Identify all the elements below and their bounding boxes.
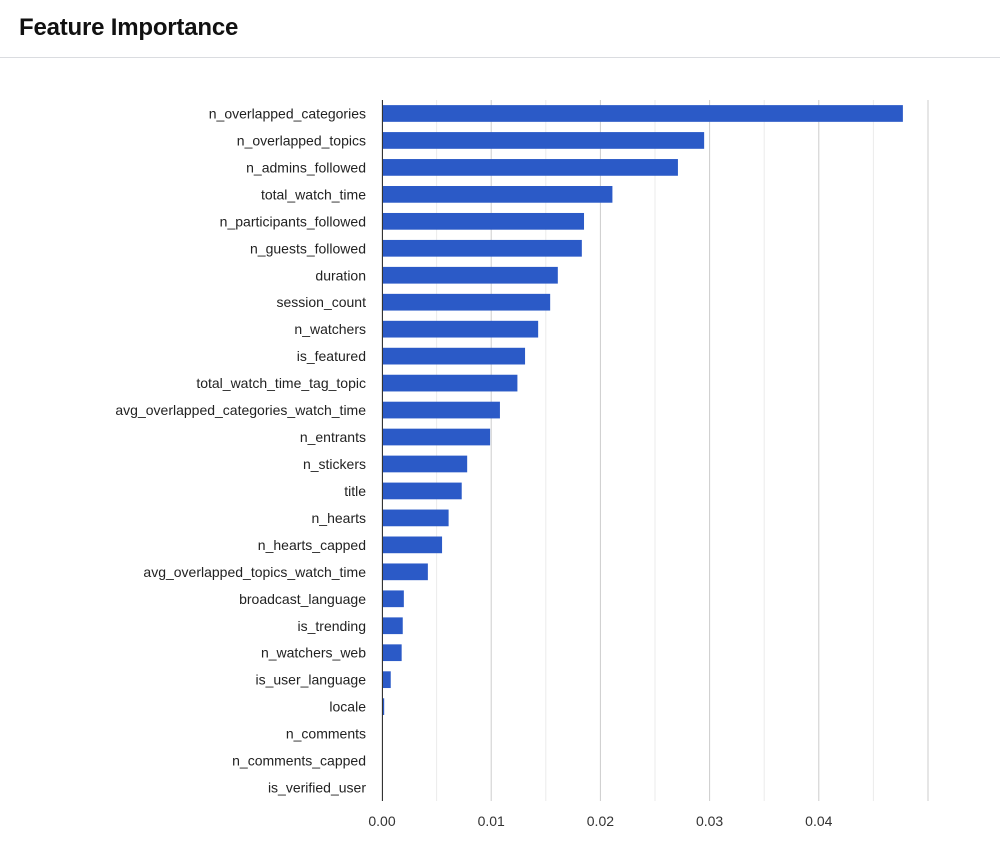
bar-n-overlapped-categories [382, 105, 903, 122]
x-tick-label: 0.01 [478, 813, 505, 829]
bar-n-participants-followed [382, 212, 585, 230]
x-tick-label: 0.04 [805, 813, 832, 829]
bar-n-hearts-capped [382, 536, 443, 554]
category-label: locale [329, 699, 366, 715]
bar-avg-overlapped-categories-watch-time [382, 401, 500, 419]
category-label: is_user_language [255, 672, 366, 688]
category-label: broadcast_language [239, 591, 366, 607]
category-labels: n_overlapped_categories n_overlapped_topi… [115, 105, 366, 795]
category-label: n_admins_followed [246, 159, 366, 175]
category-label: n_hearts_capped [258, 537, 366, 553]
bar-n-stickers [382, 455, 468, 473]
chart-header: Feature Importance [0, 0, 1000, 58]
category-label: n_guests_followed [250, 240, 366, 256]
bar-broadcast-language [382, 590, 404, 608]
category-label: avg_overlapped_topics_watch_time [143, 564, 366, 580]
bar-session-count [382, 293, 551, 311]
category-label: total_watch_time [261, 186, 366, 202]
bar-title [382, 482, 462, 500]
category-label: session_count [276, 294, 366, 310]
bar-n-guests-followed [382, 239, 582, 257]
category-label: duration [315, 267, 366, 283]
category-label: n_comments [286, 726, 366, 742]
x-axis-ticks: 0.00 0.01 0.02 0.03 0.04 [368, 813, 832, 829]
bar-is-featured [382, 347, 526, 365]
category-label: n_watchers [294, 321, 366, 337]
bar-n-watchers-web [382, 644, 402, 662]
category-label: avg_overlapped_categories_watch_time [115, 402, 366, 418]
category-label: n_comments_capped [232, 753, 366, 769]
bar-n-admins-followed [382, 159, 678, 176]
bar-total-watch-time-tag-topic [382, 374, 518, 392]
bar-is-trending [382, 617, 403, 635]
bars [382, 100, 903, 801]
bar-n-hearts [382, 509, 449, 527]
category-label: n_hearts [312, 510, 366, 526]
category-label: is_featured [297, 348, 366, 364]
category-label: n_watchers_web [261, 645, 366, 661]
category-label: n_overlapped_topics [237, 132, 366, 148]
x-tick-label: 0.02 [587, 813, 614, 829]
category-label: title [344, 483, 366, 499]
chart-title: Feature Importance [19, 14, 239, 41]
bar-is-user-language [382, 671, 391, 689]
bar-n-watchers [382, 320, 539, 338]
category-label: total_watch_time_tag_topic [196, 375, 366, 391]
bar-locale [382, 698, 385, 715]
bar-n-overlapped-topics [382, 132, 705, 149]
category-label: n_entrants [300, 429, 366, 445]
bar-avg-overlapped-topics-watch-time [382, 563, 428, 581]
x-tick-label: 0.00 [368, 813, 395, 829]
bar-duration [382, 266, 558, 284]
category-label: is_verified_user [268, 780, 366, 796]
category-label: n_overlapped_categories [209, 105, 366, 121]
category-label: is_trending [298, 618, 367, 634]
x-tick-label: 0.03 [696, 813, 723, 829]
gridlines [381, 100, 929, 801]
bar-n-entrants [382, 428, 491, 446]
category-label: n_stickers [303, 456, 366, 472]
bar-total-watch-time [382, 186, 613, 203]
category-label: n_participants_followed [220, 213, 366, 229]
